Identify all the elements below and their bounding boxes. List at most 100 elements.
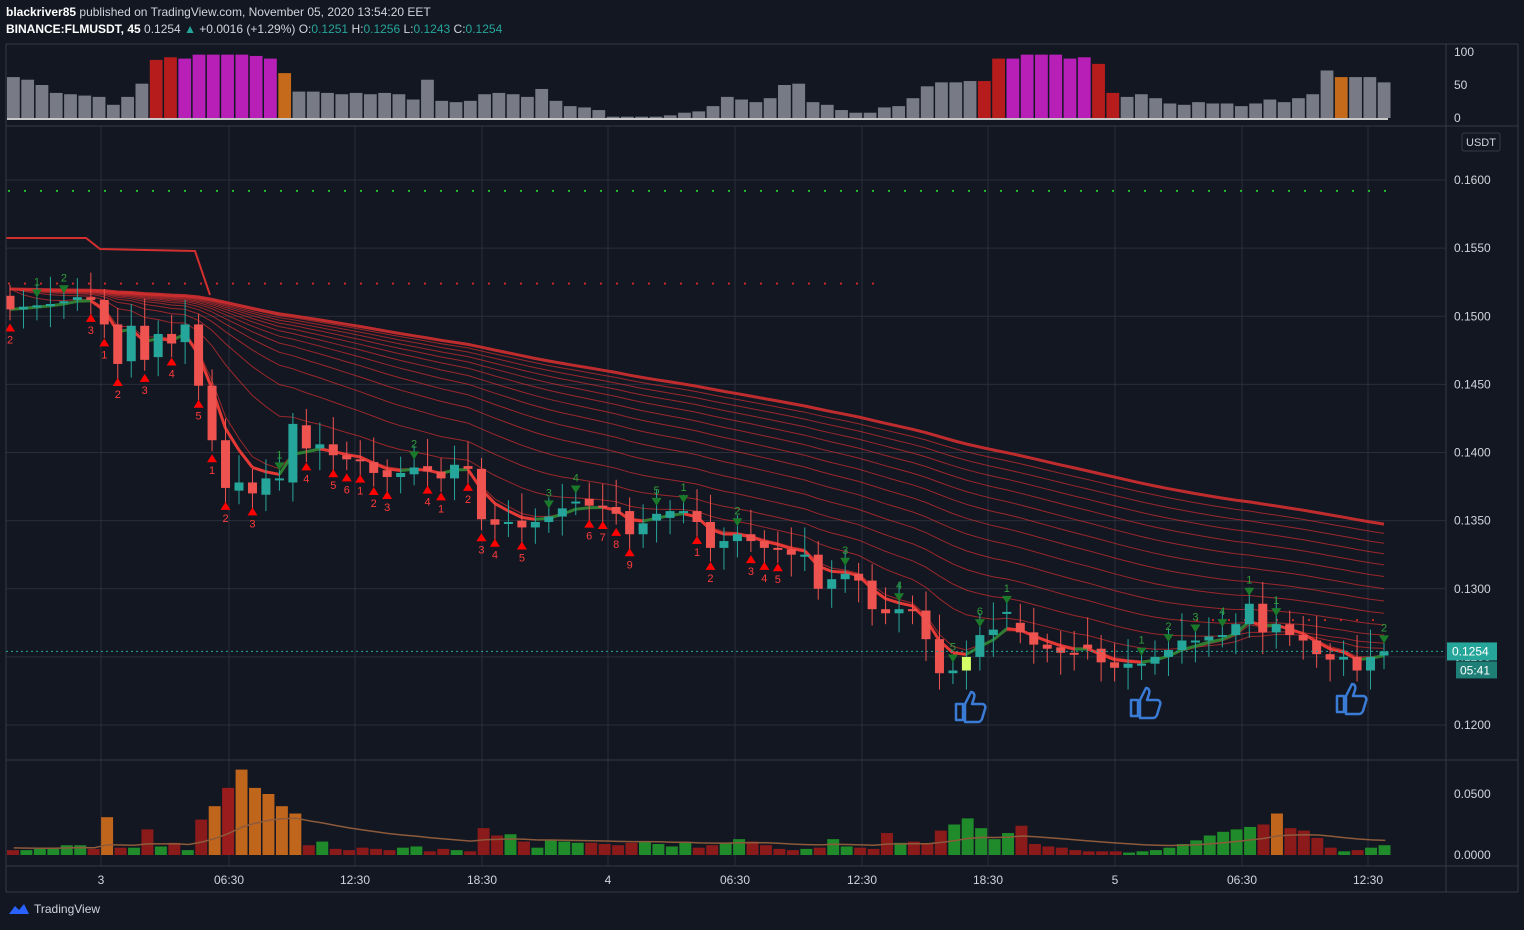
down-signal-count: 2: [115, 389, 121, 401]
dotted-level: [1292, 619, 1294, 622]
volume-bar: [517, 841, 530, 855]
candle-body: [1163, 650, 1173, 657]
volume-bar: [356, 847, 369, 855]
candle-body: [571, 501, 581, 504]
candle-body: [180, 324, 190, 343]
candle-body: [1083, 644, 1093, 649]
up-signal-count: 6: [977, 606, 983, 618]
osc-bar: [1163, 103, 1177, 118]
down-signal-count: 4: [303, 473, 309, 485]
osc-bar: [92, 96, 106, 118]
osc-bar: [292, 91, 306, 118]
up-signal-count: 2: [61, 272, 67, 284]
candle-body: [1056, 647, 1066, 653]
volume-bar: [1002, 833, 1014, 855]
dotted-level: [840, 282, 842, 285]
currency-label: USDT: [1466, 137, 1496, 149]
candle-body: [665, 511, 675, 518]
time-tick-label: 3: [98, 873, 105, 887]
osc-bar: [1192, 102, 1205, 118]
candle-body: [247, 482, 257, 494]
author-name[interactable]: blackriver85: [6, 5, 77, 19]
down-signal-marker: [193, 399, 204, 408]
volume-bar: [558, 841, 571, 855]
candle-body: [948, 670, 958, 674]
candle-body: [921, 610, 931, 640]
chart-publish-info: blackriver85 published on TradingView.co…: [6, 5, 431, 19]
osc-bar: [535, 88, 549, 118]
volume-bar: [491, 835, 504, 855]
volume-bar: [1324, 847, 1337, 855]
fast-ma-segment: [831, 569, 846, 574]
dotted-level: [1308, 619, 1310, 622]
osc-bar: [121, 96, 135, 118]
dotted-level: [72, 189, 74, 192]
osc-tick-label: 0: [1454, 111, 1461, 125]
dotted-level: [1208, 189, 1210, 192]
fast-ma-segment: [265, 470, 280, 476]
osc-bar: [406, 99, 420, 118]
dotted-level: [1352, 189, 1354, 192]
dotted-level: [376, 282, 378, 285]
dotted-level: [264, 282, 266, 285]
candle-body: [463, 466, 473, 469]
fast-ma-segment: [1127, 659, 1142, 664]
osc-bar: [1035, 54, 1048, 118]
volume-bar: [181, 850, 194, 855]
candle-body: [1339, 656, 1349, 660]
dotted-level: [136, 282, 138, 285]
down-signal-marker: [436, 492, 447, 501]
osc-bar: [606, 116, 620, 118]
volume-bar: [396, 847, 409, 855]
high-value: 0.1256: [363, 22, 401, 36]
volume-bar: [679, 842, 692, 855]
volume-bar: [154, 846, 167, 855]
candle-body: [759, 541, 769, 548]
osc-bar: [635, 116, 649, 118]
osc-bar: [421, 79, 434, 118]
dotted-level: [1000, 189, 1002, 192]
up-signal-marker: [840, 557, 851, 566]
ribbon-line: [9, 288, 1385, 544]
candle-body: [1244, 603, 1254, 625]
dotted-level: [472, 282, 474, 285]
down-signal-count: 4: [492, 550, 498, 562]
down-signal-marker: [166, 357, 177, 366]
candle-body: [827, 579, 837, 589]
candle-body: [961, 656, 971, 671]
dotted-level: [1160, 189, 1162, 192]
fast-ma-segment: [77, 299, 91, 303]
osc-bar: [949, 82, 963, 118]
last-price: 0.1254: [144, 22, 181, 36]
ribbon-line: [9, 288, 1385, 644]
symbol-name[interactable]: BINANCE:FLMUSDT, 45: [6, 22, 141, 36]
dotted-level: [1144, 189, 1146, 192]
candle-body: [746, 534, 756, 542]
candle-body: [315, 444, 325, 449]
up-signal-marker: [974, 619, 985, 628]
dotted-level: [696, 189, 698, 192]
volume-bar: [1015, 825, 1028, 855]
up-signal-marker: [274, 462, 285, 471]
axes: 0.1600 0.1550 0.1500 0.1450 0.1400 0.1350 0.13…: [5, 43, 1519, 893]
up-signal-marker: [409, 451, 420, 460]
dotted-level: [872, 282, 874, 285]
fast-ma-segment: [386, 467, 401, 472]
volume-bar: [800, 848, 813, 855]
dotted-level: [88, 282, 90, 285]
dotted-level: [728, 189, 730, 192]
tradingview-logo[interactable]: TradingView: [8, 902, 100, 916]
volume-bar: [208, 806, 221, 855]
close-label: C:: [453, 22, 466, 36]
dotted-level: [760, 189, 762, 192]
dotted-level: [328, 282, 330, 285]
dotted-level: [1304, 189, 1306, 192]
osc-bar: [335, 94, 349, 118]
dotted-level: [920, 189, 922, 192]
ribbon-line: [9, 288, 1385, 626]
volume-bar: [329, 848, 342, 855]
candle-body: [530, 521, 540, 528]
up-signal-marker: [1217, 619, 1228, 628]
price-tick-label: 0.1600: [1454, 173, 1491, 187]
